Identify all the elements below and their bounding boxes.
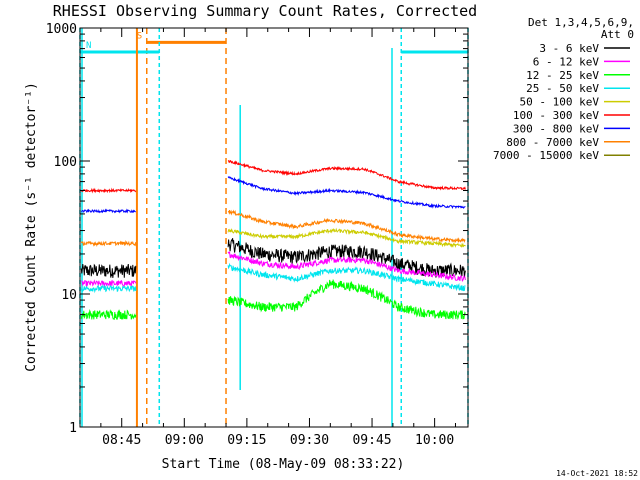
legend-label-2: 12 - 25 keV — [526, 69, 599, 82]
legend-label-3: 25 - 50 keV — [526, 82, 599, 95]
series-after-7 — [227, 209, 466, 244]
legend-label-5: 100 - 300 keV — [513, 109, 599, 122]
legend-label-7: 800 - 7000 keV — [506, 136, 599, 149]
plot-area: S N 1 10 100 1000 08:45 09:00 09:15 09:30 09:45 10:… — [46, 22, 469, 448]
chart-title: RHESSI Observing Summary Count Rates, Co… — [53, 2, 477, 20]
legend-label-8: 7000 - 15000 keV — [493, 149, 599, 162]
x-tick-label-2: 09:15 — [227, 433, 266, 448]
y-tick-label-2: 100 — [54, 155, 77, 170]
legend-header-0: Det 1,3,4,5,6,9, — [528, 16, 634, 29]
x-tick-label-3: 09:30 — [290, 433, 329, 448]
series-after-4 — [227, 227, 466, 248]
series-after-6 — [227, 175, 466, 210]
x-axis-label: Start Time (08-May-09 08:33:22) — [162, 457, 405, 472]
series-after-2 — [227, 279, 466, 321]
legend-label-1: 6 - 12 keV — [533, 55, 600, 68]
legend-label-6: 300 - 800 keV — [513, 122, 599, 135]
legend-header-1: Att 0 — [601, 28, 634, 41]
y-tick-label-0: 1 — [69, 421, 77, 436]
legend-label-0: 3 - 6 keV — [539, 42, 599, 55]
marker-label-1: N — [86, 41, 91, 51]
x-tick-label-4: 09:45 — [352, 433, 391, 448]
series-before-3 — [80, 284, 137, 294]
marker-label-0: S — [137, 31, 142, 41]
series-after-5 — [227, 159, 466, 191]
timestamp: 14-Oct-2021 18:52 — [556, 469, 638, 478]
series-before-2 — [80, 309, 137, 320]
y-tick-label-1: 10 — [61, 288, 77, 303]
legend-label-4: 50 - 100 keV — [520, 96, 600, 109]
series-after-3 — [227, 262, 466, 292]
series-before-7 — [80, 239, 137, 247]
x-tick-label-5: 10:00 — [415, 433, 454, 448]
series-before-5 — [80, 187, 137, 194]
series-after-1 — [227, 250, 466, 282]
series-before-1 — [80, 279, 137, 288]
y-axis-label: Corrected Count Rate (s⁻¹ detector⁻¹) — [24, 82, 39, 372]
x-tick-label-0: 08:45 — [102, 433, 141, 448]
series-before-6 — [80, 208, 136, 214]
series-before-0 — [80, 263, 137, 278]
y-tick-label-3: 1000 — [46, 22, 77, 37]
x-tick-label-1: 09:00 — [165, 433, 204, 448]
plot-frame — [79, 27, 469, 428]
